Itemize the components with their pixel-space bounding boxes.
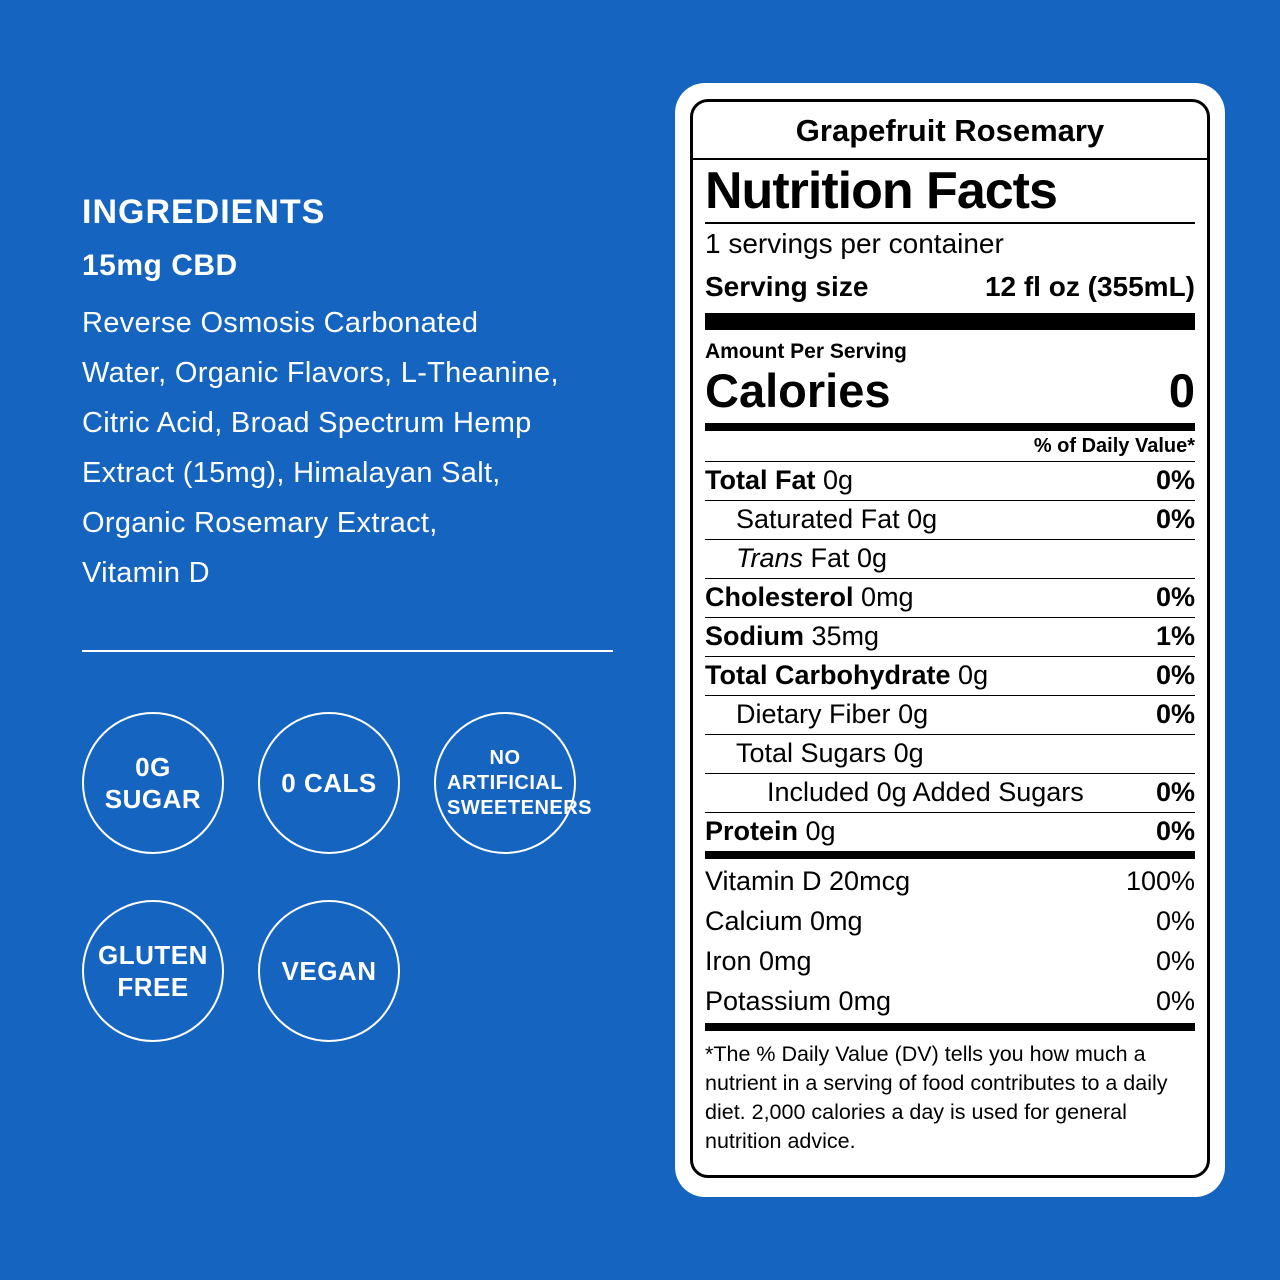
medium-separator-bar — [705, 423, 1195, 431]
nutrient-row: Total Sugars 0g — [705, 735, 1195, 774]
feature-badges: 0G SUGAR 0 CALS NO ARTIFICIAL SWEETENERS… — [82, 712, 617, 1042]
badge-circle: NO ARTIFICIAL SWEETENERS — [434, 712, 593, 854]
micronutrient-row: Iron 0mg 0% — [705, 941, 1195, 981]
nutrient-daily-value: 0% — [1155, 816, 1195, 846]
ingredients-list: Reverse Osmosis Carbonated Water, Organi… — [82, 298, 617, 598]
ingredients-line: Reverse Osmosis Carbonated — [82, 307, 479, 339]
nutrient-row: Saturated Fat 0g 0% — [705, 501, 1195, 540]
thick-separator-bar — [705, 313, 1195, 330]
micronutrient-daily-value: 100% — [1125, 866, 1195, 896]
nutrient-row: Dietary Fiber 0g 0% — [705, 696, 1195, 735]
nutrient-name: Included 0g Added Sugars — [767, 777, 1084, 807]
ingredients-heading: INGREDIENTS — [82, 193, 326, 231]
badge-circle: VEGAN — [258, 900, 400, 1042]
nutrient-row: Total Carbohydrate 0g 0% — [705, 657, 1195, 696]
serving-size-label: Serving size — [705, 271, 869, 302]
calories-label: Calories — [705, 364, 891, 417]
badge-circle: GLUTEN FREE — [82, 900, 224, 1042]
nutrient-name: Protein 0g — [705, 816, 836, 846]
nutrient-name: Trans Fat 0g — [736, 543, 888, 573]
badge-circle: 0 CALS — [258, 712, 400, 854]
badge-label: 0 CALS — [281, 767, 377, 798]
nutrient-daily-value: 1% — [1155, 621, 1195, 651]
nutrient-row: Protein 0g 0% — [705, 813, 1195, 851]
nutrient-daily-value: 0% — [1155, 777, 1195, 807]
micronutrient-name: Calcium 0mg — [705, 906, 863, 936]
calories-value: 0 — [1168, 364, 1195, 417]
micronutrient-name: Iron 0mg — [705, 946, 812, 976]
nutrient-row: Cholesterol 0mg 0% — [705, 579, 1195, 618]
calories-row: Calories 0 — [705, 365, 1195, 416]
nutrient-name: Sodium 35mg — [705, 621, 880, 651]
nutrition-label-card: Grapefruit Rosemary Nutrition Facts 1 se… — [675, 83, 1225, 1197]
nutrient-name: Dietary Fiber 0g — [736, 699, 929, 729]
badge-label: GLUTEN FREE — [98, 939, 208, 1003]
badge-circle: 0G SUGAR — [82, 712, 224, 854]
nutrient-daily-value: 0% — [1155, 504, 1195, 534]
micronutrient-daily-value: 0% — [1155, 946, 1195, 976]
micronutrient-daily-value: 0% — [1155, 986, 1195, 1016]
ingredients-line: Water, Organic Flavors, L-Theanine, — [82, 357, 559, 389]
micronutrient-row: Vitamin D 20mcg 100% — [705, 861, 1195, 901]
cbd-amount: 15mg CBD — [82, 249, 238, 282]
micronutrient-row: Calcium 0mg 0% — [705, 901, 1195, 941]
micronutrient-row: Potassium 0mg 0% — [705, 981, 1195, 1021]
serving-size-value: 12 fl oz (355mL) — [984, 271, 1195, 302]
nutrient-row: Total Fat 0g 0% — [705, 462, 1195, 501]
nutrient-daily-value: 0% — [1155, 660, 1195, 690]
badge-label: 0G SUGAR — [104, 751, 202, 815]
serving-size-row: Serving size 12 fl oz (355mL) — [705, 271, 1195, 303]
divider-line — [82, 650, 613, 652]
nutrient-daily-value: 0% — [1155, 582, 1195, 612]
medium-separator-bar — [705, 1023, 1195, 1031]
badge-row-1: 0G SUGAR 0 CALS NO ARTIFICIAL SWEETENERS — [82, 712, 617, 854]
micronutrient-name: Potassium 0mg — [705, 986, 892, 1016]
medium-separator-bar — [705, 851, 1195, 859]
badge-row-2: GLUTEN FREE VEGAN — [82, 900, 617, 1042]
nutrition-label-content: Nutrition Facts 1 servings per container… — [693, 162, 1207, 1156]
nutrient-row: Trans Fat 0g — [705, 540, 1195, 579]
daily-value-header: % of Daily Value* — [705, 431, 1195, 462]
nutrient-daily-value: 0% — [1155, 699, 1195, 729]
servings-per-container: 1 servings per container — [705, 228, 1004, 259]
daily-value-footnote: *The % Daily Value (DV) tells you how mu… — [705, 1042, 1168, 1153]
nutrition-facts-title: Nutrition Facts — [705, 162, 1195, 224]
micronutrient-rows: Vitamin D 20mcg 100% Calcium 0mg 0% Iron… — [705, 861, 1195, 1021]
nutrition-label-border: Grapefruit Rosemary Nutrition Facts 1 se… — [690, 99, 1210, 1178]
nutrient-name: Saturated Fat 0g — [736, 504, 938, 534]
amount-per-serving-label: Amount Per Serving — [705, 340, 907, 363]
nutrient-daily-value: 0% — [1155, 465, 1195, 495]
micronutrient-daily-value: 0% — [1155, 906, 1195, 936]
nutrient-row: Included 0g Added Sugars 0% — [705, 774, 1195, 813]
ingredients-line: Extract (15mg), Himalayan Salt, — [82, 457, 501, 489]
badge-label: VEGAN — [281, 955, 377, 986]
ingredients-column: INGREDIENTS 15mg CBD Reverse Osmosis Car… — [82, 192, 617, 1042]
micronutrient-name: Vitamin D 20mcg — [705, 866, 911, 896]
nutrient-name: Total Sugars 0g — [736, 738, 924, 768]
nutrient-name: Cholesterol 0mg — [705, 582, 914, 612]
nutrient-name: Total Carbohydrate 0g — [705, 660, 989, 690]
ingredients-line: Vitamin D — [82, 557, 210, 589]
flavor-title: Grapefruit Rosemary — [693, 102, 1207, 160]
nutrient-rows: Total Fat 0g 0% Saturated Fat 0g 0% Tran… — [705, 462, 1195, 851]
ingredients-line: Organic Rosemary Extract, — [82, 507, 438, 539]
nutrient-name: Total Fat 0g — [705, 465, 854, 495]
nutrient-row: Sodium 35mg 1% — [705, 618, 1195, 657]
badge-label: NO ARTIFICIAL SWEETENERS — [447, 746, 593, 819]
ingredients-line: Citric Acid, Broad Spectrum Hemp — [82, 407, 532, 439]
